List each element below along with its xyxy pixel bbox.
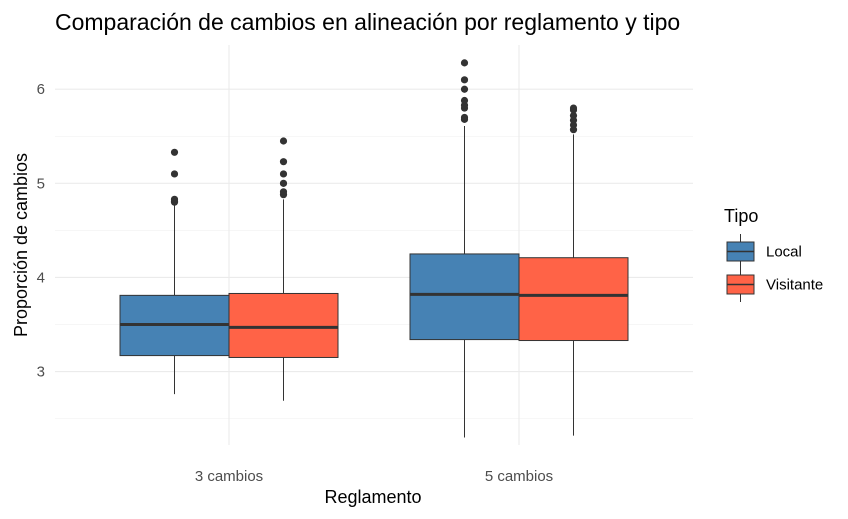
box bbox=[228, 292, 339, 358]
y-axis-ticks: 3 4 5 6 bbox=[37, 81, 45, 380]
y-tick-label: 5 bbox=[37, 175, 45, 192]
y-tick-label: 4 bbox=[37, 269, 45, 286]
box bbox=[518, 257, 629, 342]
boxplot-cat2-local bbox=[409, 59, 520, 438]
y-tick-label: 3 bbox=[37, 364, 45, 381]
boxplot-cat2-visitante bbox=[518, 104, 629, 436]
boxplots bbox=[119, 59, 629, 438]
chart-title: Comparación de cambios en alineación por… bbox=[55, 9, 680, 35]
outlier-point bbox=[170, 170, 179, 178]
plot-panel bbox=[55, 45, 693, 445]
outlier-point bbox=[279, 158, 288, 166]
outlier-point bbox=[460, 96, 469, 105]
outlier-point bbox=[170, 148, 179, 156]
legend: Tipo Local Visitante bbox=[724, 206, 823, 302]
boxplot-cat1-local bbox=[119, 148, 230, 395]
legend-item-local: Local bbox=[726, 234, 802, 269]
legend-label: Visitante bbox=[766, 277, 823, 294]
x-axis-ticks: 3 cambios 5 cambios bbox=[195, 468, 553, 485]
y-tick-label: 6 bbox=[37, 81, 45, 98]
outlier-point bbox=[279, 179, 288, 187]
x-tick-label: 5 cambios bbox=[485, 468, 553, 485]
outlier-point bbox=[170, 195, 179, 203]
boxplot-cat1-visitante bbox=[228, 137, 339, 401]
legend-label: Local bbox=[766, 244, 802, 261]
outlier-point bbox=[460, 113, 469, 122]
gridlines bbox=[55, 45, 693, 445]
outlier-point bbox=[569, 104, 578, 112]
legend-title: Tipo bbox=[724, 206, 758, 226]
outlier-point bbox=[279, 188, 288, 196]
outlier-point bbox=[460, 85, 469, 93]
outlier-point bbox=[569, 111, 578, 120]
x-axis-title: Reglamento bbox=[324, 487, 421, 507]
outlier-point bbox=[460, 76, 469, 84]
y-axis-title: Proporción de cambios bbox=[11, 153, 31, 337]
legend-item-visitante: Visitante bbox=[726, 267, 823, 302]
outlier-point bbox=[279, 170, 288, 178]
box bbox=[409, 253, 520, 341]
x-tick-label: 3 cambios bbox=[195, 468, 263, 485]
outlier-point bbox=[279, 137, 288, 145]
outlier-point bbox=[460, 59, 469, 67]
